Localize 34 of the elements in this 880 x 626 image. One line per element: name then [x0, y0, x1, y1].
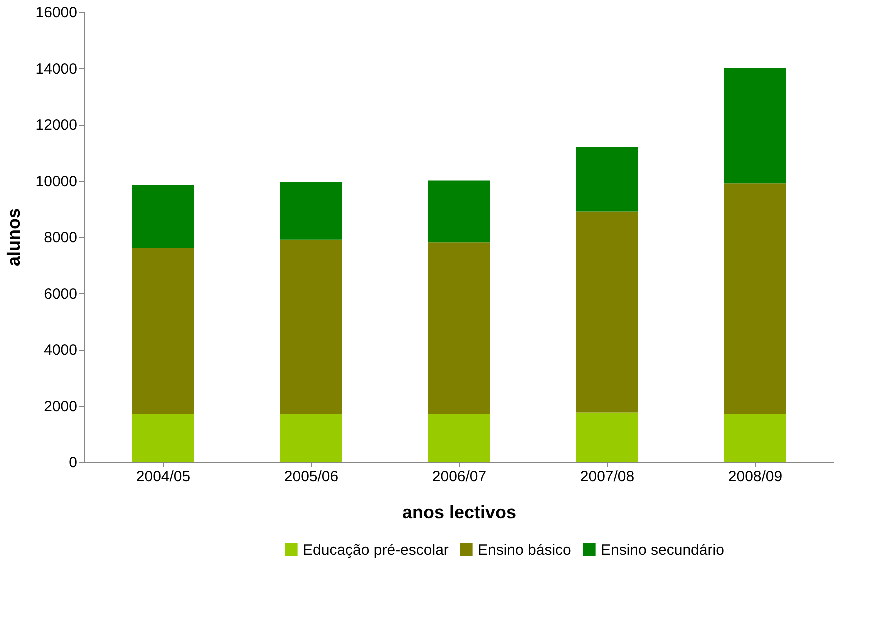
bar — [280, 414, 342, 462]
y-tick-label: 2000 — [44, 398, 78, 416]
bar — [280, 182, 342, 240]
y-tick-label: 14000 — [36, 60, 78, 78]
y-tick-label: 4000 — [44, 342, 78, 359]
bar — [428, 242, 490, 414]
y-tick-label: 8000 — [44, 230, 78, 246]
y-tick-label: 12000 — [36, 117, 78, 134]
y-tick-label: 6000 — [44, 286, 78, 303]
bar — [132, 184, 194, 248]
bar — [724, 68, 786, 184]
bar — [132, 248, 194, 414]
x-tick-label: 2007/08 — [580, 468, 635, 486]
x-axis-title: anos lectivos — [402, 502, 517, 522]
bar — [280, 240, 342, 414]
x-tick-label: 2006/07 — [432, 468, 487, 486]
bar — [724, 184, 786, 414]
bar — [428, 414, 490, 462]
y-tick-label: 10000 — [36, 173, 78, 190]
bar — [724, 414, 786, 462]
bar — [428, 180, 490, 243]
legend-label: Ensino secundário — [601, 542, 724, 559]
bar — [132, 414, 194, 462]
x-tick-label: 2005/06 — [284, 468, 339, 486]
bar — [576, 212, 638, 413]
y-tick-label: 0 — [69, 454, 78, 472]
y-tick-label: 16000 — [36, 4, 78, 22]
legend-label: Ensino básico — [478, 542, 572, 559]
bar — [576, 147, 638, 212]
x-tick-label: 2008/09 — [728, 468, 783, 486]
bar — [576, 412, 638, 462]
x-tick-label: 2004/05 — [136, 468, 191, 486]
y-axis-title: alunos — [4, 208, 24, 267]
legend-label: Educação pré-escolar — [303, 542, 449, 559]
